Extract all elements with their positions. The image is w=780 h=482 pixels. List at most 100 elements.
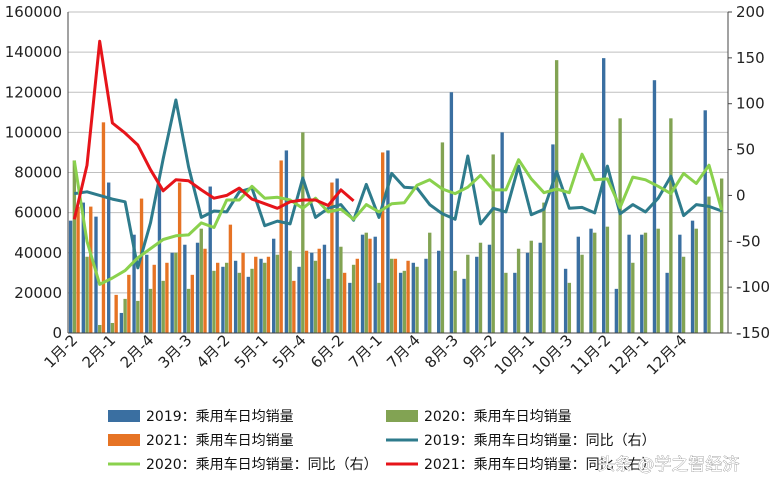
bar [85,256,89,333]
left-tick-label: 100000 [5,123,62,141]
x-tick-label: 2月-1 [79,331,120,372]
bar [669,118,673,333]
bar [605,226,610,333]
bar [183,244,187,333]
bar [259,258,263,333]
bar [386,150,390,333]
bar [487,244,492,333]
bar [76,206,80,333]
bar [342,272,347,333]
bar [339,246,343,333]
bar [690,220,695,333]
legend-label: 2021：乘用车日均销量 [146,432,294,449]
bar [216,262,220,333]
bar [389,258,394,333]
bar [284,150,289,333]
left-tick-label: 60000 [14,204,62,222]
x-tick-label: 5月-1 [231,331,272,372]
bar [228,224,233,333]
bar [177,182,182,333]
x-tick-label: 10月-1 [491,331,538,378]
bar [360,234,365,333]
bar [221,266,225,333]
bar [516,248,521,333]
right-tick-label: -150 [736,324,770,342]
bar [292,280,296,333]
bar [199,228,203,333]
bar [440,142,445,333]
bar [110,322,115,333]
bar [576,236,580,333]
left-tick-label: 40000 [14,244,62,262]
series-line [72,39,355,220]
bar [355,258,359,333]
right-tick-label: 150 [736,49,765,67]
bar [288,250,292,333]
bar [453,270,457,333]
series-line [72,152,724,286]
x-tick-label: 12月-4 [643,331,690,378]
bar [119,312,124,333]
legend-swatch [108,410,140,422]
bar [224,262,229,333]
bar [656,228,660,333]
bar [310,252,314,333]
bar [542,202,546,333]
right-tick-label: 50 [736,141,755,159]
bar [707,196,711,333]
bar [212,270,216,333]
line-series [72,39,724,286]
left-tick-label: 80000 [14,164,62,182]
bar [411,262,415,333]
legend-swatch [108,434,140,446]
bar [478,242,483,333]
right-tick-label: 100 [736,95,765,113]
bar [89,206,93,333]
bar [529,240,533,333]
right-tick-label: 0 [736,186,746,204]
bar-series [68,58,724,334]
bar [170,252,174,333]
bar [373,236,377,333]
bar [589,228,593,333]
bar [631,262,635,333]
bar [703,110,707,333]
bar [165,262,169,333]
bar [593,232,597,333]
bar [504,272,508,333]
bar [272,238,276,333]
bar [466,254,470,333]
bar [406,260,410,333]
bar [402,270,407,333]
x-tick-label: 11月-2 [567,331,614,378]
bar [719,178,724,333]
x-tick-label: 8月-3 [421,331,462,372]
bar [640,234,644,333]
bar [203,248,207,333]
legend-label: 2019：乘用车日均销量 [146,408,294,425]
bar [415,266,419,333]
bar [195,242,200,333]
bar [335,178,339,333]
bar [643,232,648,333]
bar [602,58,606,333]
bar [554,60,559,334]
bar [123,298,127,333]
bar [424,258,428,333]
bar [81,202,85,333]
bar [368,238,372,333]
bar [301,132,305,334]
left-tick-label: 20000 [14,284,62,302]
bar [437,250,441,333]
bar [250,268,254,333]
bar [186,288,191,333]
bar [208,186,212,333]
bar [681,256,686,333]
bar [132,234,136,333]
bar [513,272,517,333]
bar [114,294,118,333]
bar [364,232,368,333]
x-tick-label: 12月-1 [605,331,652,378]
right-tick-label: -50 [736,232,761,250]
